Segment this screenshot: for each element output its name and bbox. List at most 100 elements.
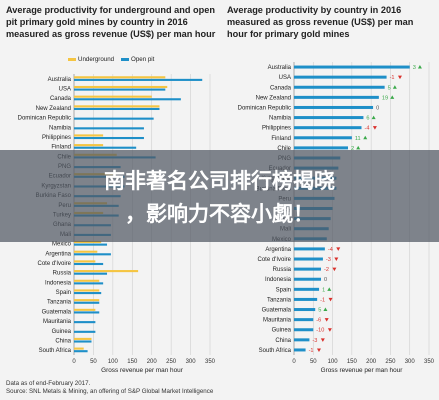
legend-underground-swatch: [68, 57, 76, 61]
category-label-namibia: Namibia: [49, 125, 72, 131]
rank-change-label-argentina: -4: [328, 247, 333, 253]
category-label-canada: Canada: [270, 85, 292, 91]
bar-open-pit-usa: [74, 88, 166, 91]
category-label-new-zealand: New Zealand: [256, 95, 291, 101]
category-label-indonesia: Indonesia: [265, 277, 292, 283]
rank-change-label-namibia: 6: [366, 116, 369, 122]
bar-open-pit-philippines: [74, 136, 144, 140]
x-tick-label: 300: [186, 359, 197, 365]
bar-open-pit-mexico: [74, 243, 108, 246]
bar-underground-spain: [74, 289, 100, 292]
bar-underground-argentina: [74, 250, 98, 253]
bar-open-pit-tanzania: [74, 301, 100, 304]
bar-chile: [294, 146, 348, 150]
bar-china: [294, 338, 310, 342]
down-arrow-icon: [320, 338, 325, 342]
up-arrow-icon: [356, 145, 361, 150]
up-arrow-icon: [327, 287, 332, 291]
bar-russia: [294, 267, 321, 271]
left-chart-title: Average productivity for underground and…: [6, 5, 216, 39]
headline-line-2: ，影响力不容小觑！: [125, 202, 314, 226]
rank-change-label-guinea: -10: [316, 328, 324, 334]
down-arrow-icon: [328, 297, 333, 302]
bar-indonesia: [294, 277, 321, 281]
x-tick-label: 50: [90, 359, 97, 365]
x-tick-label: 50: [310, 359, 317, 365]
rank-change-label-philippines: -4: [365, 126, 370, 132]
bar-tanzania: [294, 297, 318, 301]
bar-open-pit-guatemala: [74, 311, 100, 314]
x-tick-label: 150: [127, 359, 138, 365]
down-arrow-icon: [324, 318, 329, 322]
category-label-finland: Finland: [271, 136, 291, 142]
category-label-indonesia: Indonesia: [45, 280, 72, 286]
bar-open-pit-indonesia: [74, 282, 104, 285]
rank-change-label-usa: -1: [390, 75, 395, 81]
category-label-guatemala: Guatemala: [42, 309, 72, 315]
bar-open-pit-cote-d-ivoire: [74, 262, 104, 266]
bar-underground-philippines: [74, 134, 104, 137]
bar-philippines: [294, 126, 362, 130]
bar-underground-guatemala: [74, 308, 96, 311]
category-label-tanzania: Tanzania: [267, 297, 292, 303]
x-tick-label: 200: [366, 359, 377, 365]
category-label-canada: Canada: [50, 96, 72, 102]
rank-change-label-guatemala: 5: [318, 308, 321, 314]
bar-underground-australia: [74, 76, 166, 79]
bar-open-pit-argentina: [74, 253, 111, 256]
bar-spain: [294, 287, 320, 291]
legend-underground-label: Underground: [78, 56, 115, 63]
bar-open-pit-australia: [74, 78, 203, 81]
rank-change-label-dominican-republic: 0: [376, 105, 379, 111]
legend-open-pit-swatch: [121, 57, 130, 61]
x-tick-label: 250: [385, 359, 396, 365]
bar-open-pit-canada: [74, 98, 181, 101]
category-label-philippines: Philippines: [42, 135, 71, 141]
x-tick-label: 0: [72, 359, 76, 365]
bar-canada: [294, 85, 385, 89]
headline-banner: 南非著名公司排行榜揭晓 ，影响力不容小觑！: [0, 150, 439, 242]
category-label-south-africa: South Africa: [39, 348, 72, 354]
x-tick-label: 100: [108, 359, 119, 365]
bar-mauritania: [294, 318, 314, 322]
bar-open-pit-china: [74, 340, 92, 343]
bar-dominican-republic: [294, 105, 374, 109]
x-tick-label: 100: [328, 359, 339, 365]
bar-underground-mexico: [74, 240, 102, 244]
category-label-russia: Russia: [53, 271, 72, 277]
x-tick-label: 200: [147, 359, 158, 365]
category-label-spain: Spain: [56, 290, 71, 296]
bar-open-pit-finland: [74, 146, 137, 149]
category-label-usa: USA: [279, 75, 291, 81]
category-label-philippines: Philippines: [262, 126, 291, 132]
bar-underground-tanzania: [74, 299, 100, 302]
category-label-guinea: Guinea: [52, 329, 72, 335]
category-label-south-africa: South Africa: [259, 348, 292, 354]
bar-underground-south-africa: [74, 347, 84, 350]
x-axis-label: Gross revenue per man hour: [101, 367, 184, 374]
category-label-spain: Spain: [276, 287, 291, 293]
category-label-guinea: Guinea: [272, 328, 292, 334]
bar-finland: [294, 136, 352, 140]
rank-change-label-china: -3: [312, 338, 317, 344]
bar-open-pit-namibia: [74, 127, 144, 130]
up-arrow-icon: [390, 95, 395, 99]
down-arrow-icon: [397, 75, 402, 80]
rank-change-label-mauritania: -6: [316, 318, 321, 324]
source-line-2: Source: SNL Metals & Mining, an offering…: [6, 388, 214, 395]
left-chart-legend: Underground Open pit: [68, 56, 154, 63]
x-tick-label: 350: [205, 359, 216, 365]
bar-open-pit-new-zealand: [74, 107, 160, 111]
x-tick-label: 250: [166, 359, 177, 365]
up-arrow-icon: [323, 307, 328, 312]
rank-change-label-cote-d-ivoire: -3: [326, 257, 331, 263]
category-label-guatemala: Guatemala: [262, 308, 292, 314]
category-label-cote-d-ivoire: Cote d'Ivoire: [38, 261, 72, 267]
bar-open-pit-south-africa: [74, 350, 88, 353]
category-label-russia: Russia: [273, 267, 292, 273]
rank-change-label-finland: 11: [355, 136, 361, 142]
down-arrow-icon: [332, 267, 337, 272]
category-label-australia: Australia: [48, 77, 72, 83]
x-axis-label: Gross revenue per man hour: [321, 367, 404, 374]
